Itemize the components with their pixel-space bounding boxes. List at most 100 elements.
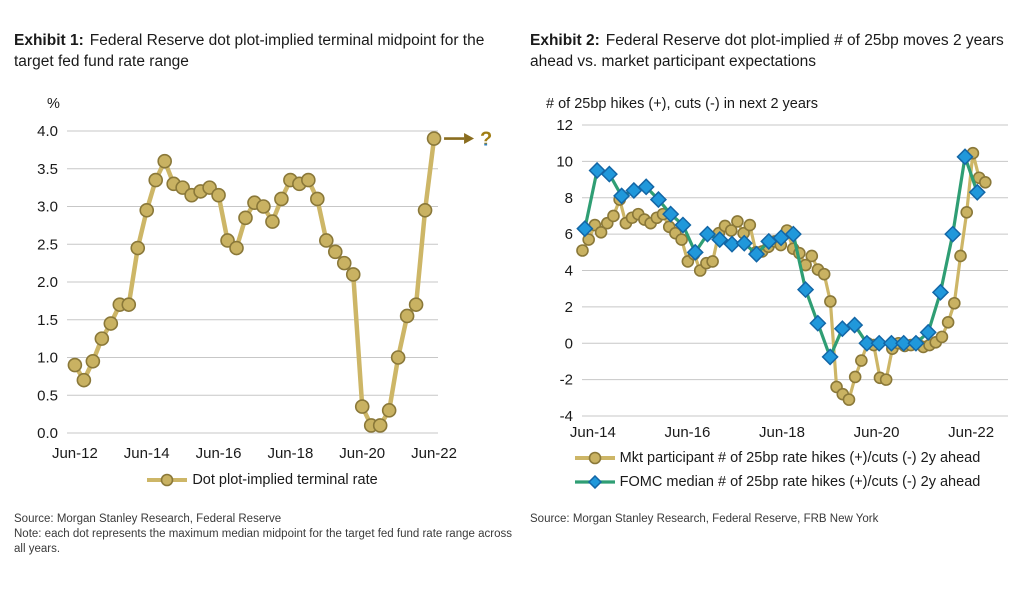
fomc-median-data-point (747, 245, 766, 263)
exhibit1-source: Source: Morgan Stanley Research, Federal… (14, 512, 514, 557)
terminal-rate-data-point (256, 199, 271, 214)
mkt-participant-data-point (817, 267, 831, 281)
terminal-rate-data-point (94, 331, 110, 346)
exhibit2-title: Exhibit 2: Federal Reserve dot plot-impli… (530, 30, 1022, 72)
exhibit2-title-text: Federal Reserve dot plot-implied # of 25… (530, 32, 1004, 70)
terminal-rate-data-point (372, 418, 388, 433)
exhibit1-legend: Dot plot-implied terminal rate (14, 468, 510, 492)
exhibit2-y-axis-unit: # of 25bp hikes (+), cuts (-) in next 2 … (546, 96, 818, 112)
y-tick-label: 8 (565, 190, 573, 207)
question-mark-annotation: ? (480, 129, 492, 151)
fomc-median-data-point (784, 225, 802, 243)
mkt-participant-data-point (954, 249, 967, 263)
fomc-median-data-point (649, 191, 667, 209)
mkt-participant-data-point (960, 206, 974, 219)
mkt-participant-data-point (879, 373, 893, 386)
fomc-median-data-point (907, 334, 925, 352)
mkt-participant-data-point (948, 296, 961, 310)
fomc-median-data-point (846, 316, 864, 334)
mkt-participant-data-point (743, 218, 757, 232)
exhibit1-title-label: Exhibit 1: (14, 32, 84, 49)
fomc-median-data-point (674, 216, 692, 234)
fomc-median-data-point (686, 243, 704, 261)
x-tick-label: Jun-22 (948, 424, 994, 441)
mkt-participant-data-point (594, 226, 608, 239)
terminal-rate-data-point (121, 297, 137, 312)
exhibit1-y-axis-unit: % (47, 96, 60, 112)
x-tick-label: Jun-20 (339, 445, 385, 462)
y-tick-label: 6 (565, 226, 573, 243)
exhibit2-source: Source: Morgan Stanley Research, Federal… (530, 512, 1024, 527)
terminal-rate-data-point (157, 153, 172, 169)
terminal-rate-data-point (310, 191, 325, 207)
terminal-rate-data-point (354, 399, 370, 414)
legend-item-terminal-rate: Dot plot-implied terminal rate (146, 468, 378, 492)
x-tick-label: Jun-18 (267, 445, 313, 462)
terminal-rate-data-point (139, 202, 155, 218)
legend-label: Dot plot-implied terminal rate (192, 472, 378, 488)
x-tick-label: Jun-14 (124, 445, 170, 462)
fomc-median-data-point (735, 234, 753, 252)
fomc-median-data-point (870, 334, 888, 352)
terminal-rate-data-point (301, 172, 316, 188)
fomc-median-data-point (882, 334, 900, 352)
terminal-rate-data-point (274, 191, 289, 207)
fomc-median-data-point (944, 225, 962, 243)
y-tick-label: 10 (556, 153, 573, 170)
mkt-participant-data-point (731, 215, 744, 228)
terminal-rate-data-point (399, 308, 415, 324)
fomc-median-data-point (821, 348, 839, 366)
y-tick-label: 0.0 (37, 425, 58, 442)
terminal-rate-data-point (148, 172, 164, 188)
terminal-rate-data-point (390, 350, 406, 365)
mkt-participant-data-point (842, 393, 856, 406)
mkt-participant-data-point (848, 370, 862, 384)
mkt-participant-data-point (855, 354, 868, 367)
legend-item-mkt-participant: Mkt participant # of 25bp rate hikes (+)… (574, 446, 980, 470)
y-tick-label: -2 (560, 372, 573, 389)
y-tick-label: 0.5 (37, 387, 58, 404)
terminal-rate-data-point (327, 244, 343, 260)
fomc-median-data-point (613, 187, 631, 205)
mkt-participant-data-point (582, 233, 595, 246)
fomc-median-data-point (858, 334, 876, 352)
terminal-rate-data-point (67, 357, 83, 373)
mkt-participant-data-point (576, 244, 589, 257)
y-tick-label: 2.5 (37, 236, 58, 253)
terminal-rate-data-point (319, 233, 334, 248)
fomc-median-data-point (931, 283, 950, 301)
fomc-median-data-point (968, 183, 986, 201)
terminal-rate-data-point (211, 187, 226, 203)
fomc-median-data-point (895, 334, 913, 352)
exhibit1-chart: 4.0 3.5 3.0 2.5 2.0 1.5 1.0 0.5 0.0 Jun-12 Jun-14 J… (37, 123, 492, 462)
green-line-diamond-marker-icon (574, 475, 615, 489)
fomc-median-data-point (833, 320, 851, 338)
terminal-rate-data-point (76, 372, 92, 388)
gold-line-circle-marker-icon (574, 451, 615, 465)
mkt-participant-data-point (941, 316, 955, 329)
terminal-rate-data-point (229, 240, 244, 256)
terminal-rate-data-point (408, 297, 424, 312)
mkt-participant-data-point (724, 224, 738, 237)
terminal-rate-data-point (417, 202, 433, 218)
y-tick-label: 4.0 (37, 123, 58, 140)
fomc-median-data-point (809, 314, 827, 332)
terminal-rate-data-point (345, 267, 361, 282)
x-tick-label: Jun-12 (52, 445, 98, 462)
mkt-participant-data-point (706, 255, 719, 268)
exhibit1-note-line: Note: each dot represents the maximum me… (14, 528, 512, 555)
x-tick-label: Jun-20 (854, 424, 900, 441)
y-tick-label: 3.5 (37, 161, 58, 178)
gold-line-circle-marker-icon (147, 473, 188, 487)
terminal-rate-data-point (265, 214, 280, 229)
fomc-median-data-point (637, 178, 655, 196)
mkt-participant-data-point (675, 233, 688, 246)
fomc-median-data-point (576, 220, 594, 238)
exhibit1-source-line: Source: Morgan Stanley Research, Federal… (14, 513, 282, 525)
fomc-median-data-point (723, 235, 741, 253)
terminal-rate-data-point (130, 240, 146, 256)
y-tick-label: 4 (565, 263, 573, 280)
fomc-median-data-point (919, 323, 937, 341)
